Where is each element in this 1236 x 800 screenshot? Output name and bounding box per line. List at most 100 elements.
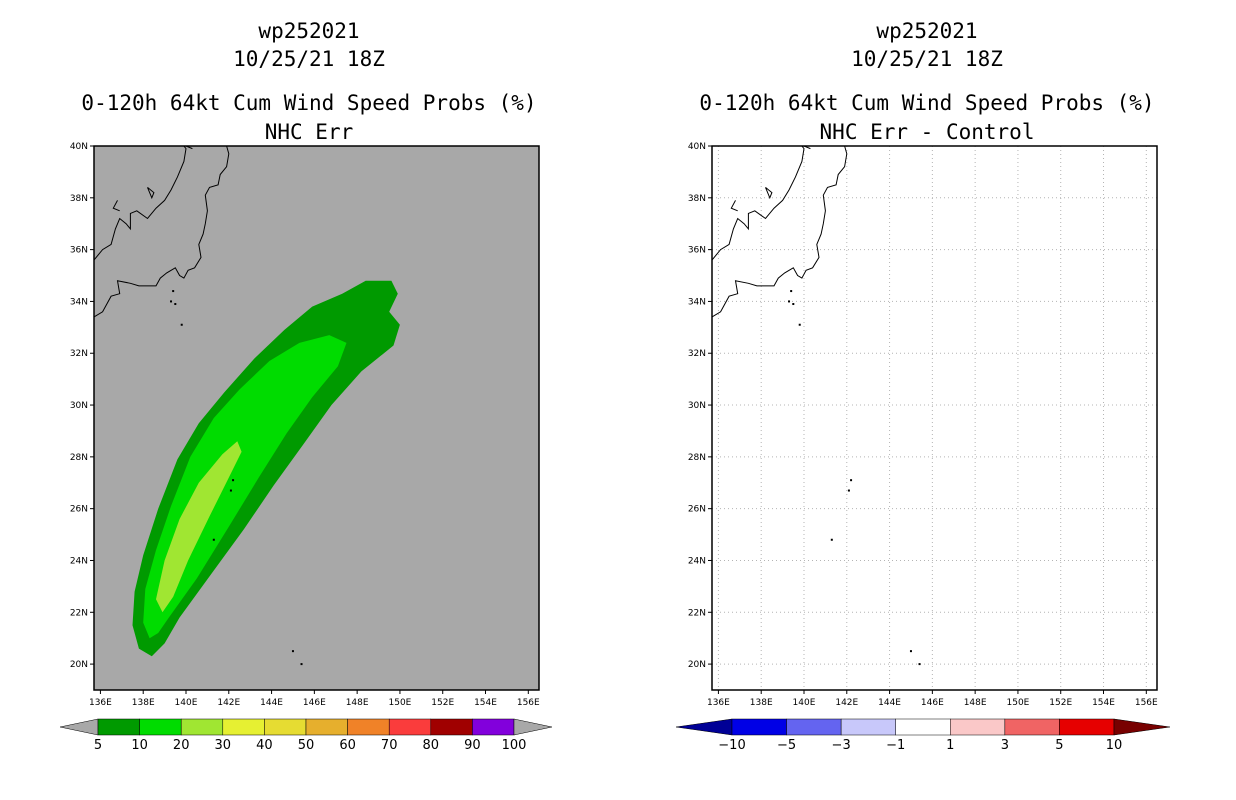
colorbar-label: 70 [381, 738, 398, 753]
colorbar-label: −1 [886, 738, 905, 753]
colorbar-swatch [388, 718, 432, 736]
coastline [712, 146, 921, 666]
colorbar-label: −5 [777, 738, 796, 753]
title-line-2: 10/25/21 18Z [233, 47, 385, 71]
coastline-segment [712, 146, 805, 261]
coastline-segment [765, 187, 773, 200]
island [798, 323, 801, 326]
colorbar-label: −3 [832, 738, 851, 753]
island [174, 303, 177, 306]
colorbar-label: 40 [256, 738, 273, 753]
colorbar-swatch [180, 718, 224, 736]
colorbar-label: 3 [1001, 738, 1009, 753]
title-line-1: wp252021 [876, 19, 977, 43]
title-line-3: 0-120h 64kt Cum Wind Speed Probs (%) [699, 91, 1154, 115]
right-panel: wp252021 10/25/21 18Z 0-120h 64kt Cum Wi… [675, 19, 1171, 753]
y-tick-label: 36N [70, 246, 88, 256]
colorbar-swatch [430, 718, 473, 736]
y-tick-label: 34N [688, 297, 706, 307]
colorbar-swatch [305, 718, 348, 736]
y-tick-label: 34N [70, 297, 88, 307]
coastline-segment [712, 146, 848, 318]
colorbar: −10 −5 −3 −1 1 3 5 10 [675, 718, 1171, 753]
x-tick-label: 146E [921, 698, 944, 708]
x-tick-label: 150E [1007, 698, 1030, 708]
title-line-3: 0-120h 64kt Cum Wind Speed Probs (%) [81, 91, 536, 115]
island [918, 663, 921, 666]
y-tick-label: 40N [688, 142, 706, 152]
x-tick-label: 138E [750, 698, 773, 708]
title-line-2: 10/25/21 18Z [851, 47, 1003, 71]
x-tick-label: 144E [260, 698, 283, 708]
y-tick-label: 24N [70, 556, 88, 566]
y-tick-label: 20N [70, 660, 88, 670]
island [847, 489, 850, 492]
x-tick-label: 146E [303, 698, 326, 708]
colorbar-swatch [786, 718, 842, 736]
colorbar-label: 5 [1055, 738, 1063, 753]
island [909, 650, 912, 653]
colorbar-swatch [840, 718, 896, 736]
colorbar-swatch [731, 718, 787, 736]
colorbar-under-triangle [675, 718, 733, 736]
y-tick-label: 30N [688, 401, 706, 411]
y-tick-label: 36N [688, 246, 706, 256]
coastline-segment [94, 146, 187, 261]
colorbar-label: −10 [718, 738, 745, 753]
x-tick-label: 154E [474, 698, 497, 708]
colorbar-label: 50 [298, 738, 315, 753]
x-tick-label: 138E [132, 698, 155, 708]
contour-20-30 [156, 441, 242, 613]
colorbar-swatch [1004, 718, 1060, 736]
colorbar-label: 80 [423, 738, 440, 753]
colorbar-label: 1 [946, 738, 954, 753]
colorbar-swatch [472, 718, 515, 736]
island [170, 300, 173, 303]
colorbar-label: 10 [1106, 738, 1123, 753]
island [229, 489, 232, 492]
y-tick-label: 22N [688, 608, 706, 618]
island [792, 303, 795, 306]
island [790, 290, 793, 293]
y-tick-label: 38N [70, 194, 88, 204]
x-tick-label: 136E [89, 698, 112, 708]
colorbar-over-triangle [513, 718, 553, 736]
x-tick-label: 142E [217, 698, 240, 708]
coastline-segment [112, 200, 120, 212]
x-axis-ticks: 136E 138E 140E 142E 144E 146E 148E 150E 152E 154E… [707, 690, 1158, 708]
x-tick-label: 154E [1092, 698, 1115, 708]
y-tick-label: 32N [688, 349, 706, 359]
x-axis-ticks: 136E 138E 140E 142E 144E 146E 148E 150E 152E 154E… [89, 690, 540, 708]
y-tick-label: 26N [70, 505, 88, 515]
y-axis-ticks: 20N 22N 24N 26N 28N 30N 32N 34N 36N 38N 40N [688, 142, 712, 670]
x-tick-label: 152E [431, 698, 454, 708]
title-line-4: NHC Err - Control [820, 120, 1035, 144]
colorbar-under-triangle [59, 718, 99, 736]
x-tick-label: 150E [389, 698, 412, 708]
x-tick-label: 144E [878, 698, 901, 708]
island [172, 290, 175, 293]
island [300, 663, 303, 666]
grid-lines [712, 146, 1157, 690]
coastline-segment [94, 146, 230, 318]
island [830, 538, 833, 541]
x-tick-label: 148E [346, 698, 369, 708]
y-tick-label: 38N [688, 194, 706, 204]
colorbar-swatch [1059, 718, 1115, 736]
y-tick-label: 20N [688, 660, 706, 670]
y-tick-label: 26N [688, 505, 706, 515]
colorbar-swatch [895, 718, 951, 736]
title-line-4: NHC Err [265, 120, 354, 144]
map-frame [93, 145, 540, 691]
probability-contours [132, 280, 400, 657]
y-tick-label: 28N [70, 453, 88, 463]
colorbar-label: 10 [131, 738, 148, 753]
colorbar-over-triangle [1113, 718, 1171, 736]
x-tick-label: 156E [517, 698, 540, 708]
left-panel: wp252021 10/25/21 18Z 0-120h 64kt Cum Wi… [59, 19, 553, 753]
colorbar-swatch [97, 718, 140, 736]
island [291, 650, 294, 653]
colorbar: 5 10 20 30 40 50 60 70 80 90 100 [59, 718, 553, 753]
colorbar-swatch [950, 718, 1006, 736]
